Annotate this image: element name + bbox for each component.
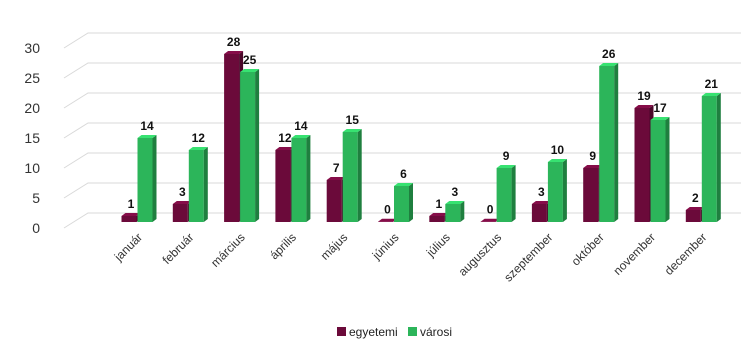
legend-swatch-varosi: [408, 327, 417, 336]
data-label: 17: [653, 101, 667, 115]
data-label: 10: [551, 143, 565, 157]
bar: [651, 117, 670, 222]
bar: [599, 63, 618, 222]
data-label: 28: [227, 35, 241, 49]
data-label: 12: [192, 131, 206, 145]
data-label: 0: [487, 203, 494, 217]
data-label: 19: [637, 89, 651, 103]
y-tick-label: 30: [24, 40, 40, 56]
bar: [138, 135, 157, 222]
bar: [445, 201, 464, 222]
y-tick-label: 15: [24, 130, 40, 146]
legend-label-egyetemi: egyetemi: [349, 325, 398, 339]
data-label: 14: [140, 119, 154, 133]
bar: [343, 129, 362, 222]
y-tick-label: 0: [32, 220, 40, 236]
bar: [240, 69, 259, 222]
data-label: 9: [503, 149, 510, 163]
data-label: 1: [128, 197, 135, 211]
data-label: 3: [538, 185, 545, 199]
data-label: 1: [435, 197, 442, 211]
data-label: 3: [179, 185, 186, 199]
bar: [291, 135, 310, 222]
y-tick-label: 5: [32, 190, 40, 206]
data-label: 21: [705, 77, 719, 91]
legend-swatch-egyetemi: [337, 327, 346, 336]
y-tick-label: 20: [24, 100, 40, 116]
bar: [189, 147, 208, 222]
data-label: 15: [346, 113, 360, 127]
data-label: 2: [692, 191, 699, 205]
legend: egyetemi városi: [337, 325, 452, 339]
data-label: 9: [589, 149, 596, 163]
y-tick-label: 25: [24, 70, 40, 86]
y-tick-label: 10: [24, 160, 40, 176]
data-label: 12: [278, 131, 292, 145]
data-label: 7: [333, 161, 340, 175]
data-label: 14: [294, 119, 308, 133]
data-label: 6: [400, 167, 407, 181]
bar: [702, 93, 721, 222]
legend-label-varosi: városi: [420, 325, 452, 339]
data-label: 25: [243, 53, 257, 67]
data-label: 26: [602, 47, 616, 61]
bar: [394, 183, 413, 222]
bar: [497, 165, 516, 222]
data-label: 0: [384, 203, 391, 217]
data-label: 3: [451, 185, 458, 199]
bar: [548, 159, 567, 222]
